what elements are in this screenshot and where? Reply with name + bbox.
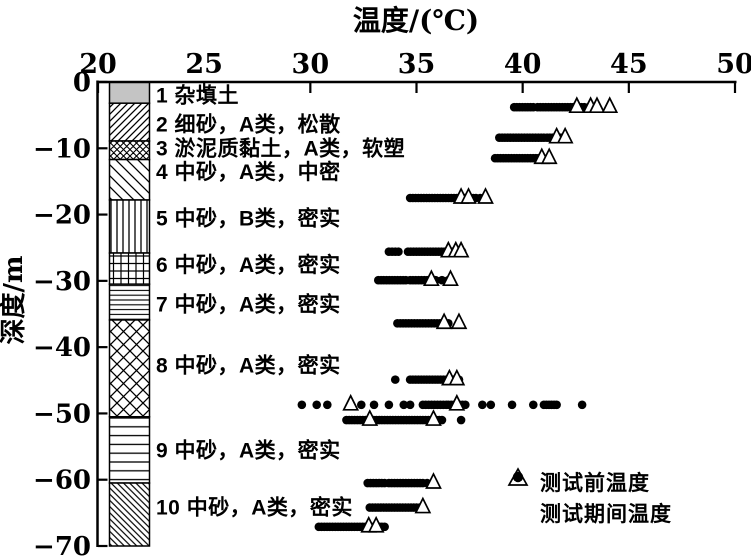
y-tick-label: −50 bbox=[33, 399, 91, 429]
triangle-marker bbox=[422, 269, 440, 287]
triangle-marker bbox=[361, 409, 379, 426]
triangle-marker bbox=[425, 472, 442, 489]
dot-marker bbox=[552, 400, 561, 410]
triangle-marker bbox=[448, 393, 466, 411]
triangle-marker bbox=[477, 187, 494, 204]
stratum-label-7: 7 中砂，A类，密实 bbox=[156, 293, 341, 317]
stratum-label-2: 2 细砂，A类，松散 bbox=[156, 112, 341, 136]
dot-marker bbox=[312, 400, 322, 410]
legend: 测试前温度 测试期间温度 bbox=[506, 466, 672, 528]
dot-marker bbox=[384, 400, 394, 410]
stratum-label-9: 9 中砂，A类，密实 bbox=[156, 439, 341, 463]
triangle-marker bbox=[588, 96, 606, 114]
dot-marker bbox=[394, 247, 403, 256]
stratum-label-10: 10 中砂，A类，密实 bbox=[156, 496, 353, 520]
triangle-marker bbox=[448, 368, 466, 386]
dot-marker bbox=[486, 400, 496, 410]
y-tick-label: −30 bbox=[33, 267, 91, 297]
y-tick-label: −10 bbox=[33, 134, 91, 164]
triangle-marker bbox=[442, 269, 459, 287]
stratum-rect-1 bbox=[108, 81, 151, 104]
triangle-marker bbox=[568, 96, 586, 114]
dot-marker bbox=[390, 375, 400, 384]
dot-marker bbox=[405, 400, 415, 410]
triangle-marker bbox=[460, 187, 477, 204]
y-axis-title: 深度/m bbox=[0, 255, 29, 344]
x-tick-label: 40 bbox=[504, 49, 542, 80]
triangle-marker bbox=[435, 312, 453, 330]
dot-marker bbox=[507, 400, 517, 410]
x-tick-label: 45 bbox=[610, 49, 648, 80]
stratum-rect-5 bbox=[108, 199, 151, 254]
x-tick-label: 30 bbox=[292, 49, 330, 80]
triangle-marker bbox=[450, 312, 468, 330]
y-tick-label: −70 bbox=[33, 532, 91, 558]
dot-marker bbox=[577, 400, 587, 410]
stratum-rect-7 bbox=[108, 283, 151, 321]
dot-marker bbox=[399, 400, 409, 410]
legend-label-pretest: 测试前温度 bbox=[540, 471, 650, 495]
y-tick-label: 0 bbox=[73, 68, 91, 98]
triangle-marker bbox=[540, 147, 558, 165]
y-tick-label: −20 bbox=[33, 201, 91, 231]
stratum-rect-8 bbox=[108, 319, 151, 418]
dot-marker bbox=[297, 400, 307, 410]
dot-marker bbox=[323, 400, 332, 410]
legend-label-during-test: 测试期间温度 bbox=[540, 502, 672, 526]
triangle-marker bbox=[414, 496, 432, 514]
triangle-marker bbox=[367, 515, 385, 533]
dot-marker bbox=[356, 400, 366, 410]
dot-marker bbox=[478, 400, 487, 410]
stratum-rect-3 bbox=[108, 140, 151, 161]
dot-marker bbox=[369, 400, 379, 410]
stratum-rect-2 bbox=[108, 102, 151, 142]
triangle-marker bbox=[452, 240, 470, 258]
x-tick-label: 35 bbox=[398, 49, 436, 80]
y-tick-label: −40 bbox=[33, 333, 91, 363]
stratum-label-1: 1 杂填土 bbox=[156, 83, 239, 107]
stratum-rect-4 bbox=[108, 158, 151, 201]
legend-item-during-test: 测试期间温度 bbox=[506, 471, 672, 528]
stratum-rect-6 bbox=[108, 252, 151, 285]
legend-item-pretest: 测试前温度 bbox=[506, 466, 672, 497]
stratum-label-4: 4 中砂，A类，中密 bbox=[156, 160, 341, 184]
x-axis-title: 温度/(℃) bbox=[353, 4, 479, 37]
dot-marker bbox=[528, 400, 538, 410]
stratum-rect-9 bbox=[108, 415, 151, 484]
x-tick-label: 20 bbox=[79, 49, 117, 80]
stratum-label-8: 8 中砂，A类，密实 bbox=[156, 354, 341, 378]
triangle-marker bbox=[601, 96, 619, 114]
stratum-rect-10 bbox=[108, 482, 151, 547]
triangle-marker bbox=[425, 409, 442, 426]
triangle-marker bbox=[342, 393, 360, 411]
stratum-label-5: 5 中砂，B类，密实 bbox=[156, 207, 341, 231]
x-tick-label: 25 bbox=[185, 49, 223, 80]
y-tick-label: −60 bbox=[33, 466, 91, 496]
stratum-label-6: 6 中砂，A类，密实 bbox=[156, 253, 341, 277]
x-tick-label: 50 bbox=[716, 49, 751, 80]
dot-marker bbox=[456, 415, 466, 425]
stratum-label-3: 3 淤泥质黏土，A类，软塑 bbox=[156, 136, 405, 160]
triangle-marker bbox=[556, 126, 574, 144]
